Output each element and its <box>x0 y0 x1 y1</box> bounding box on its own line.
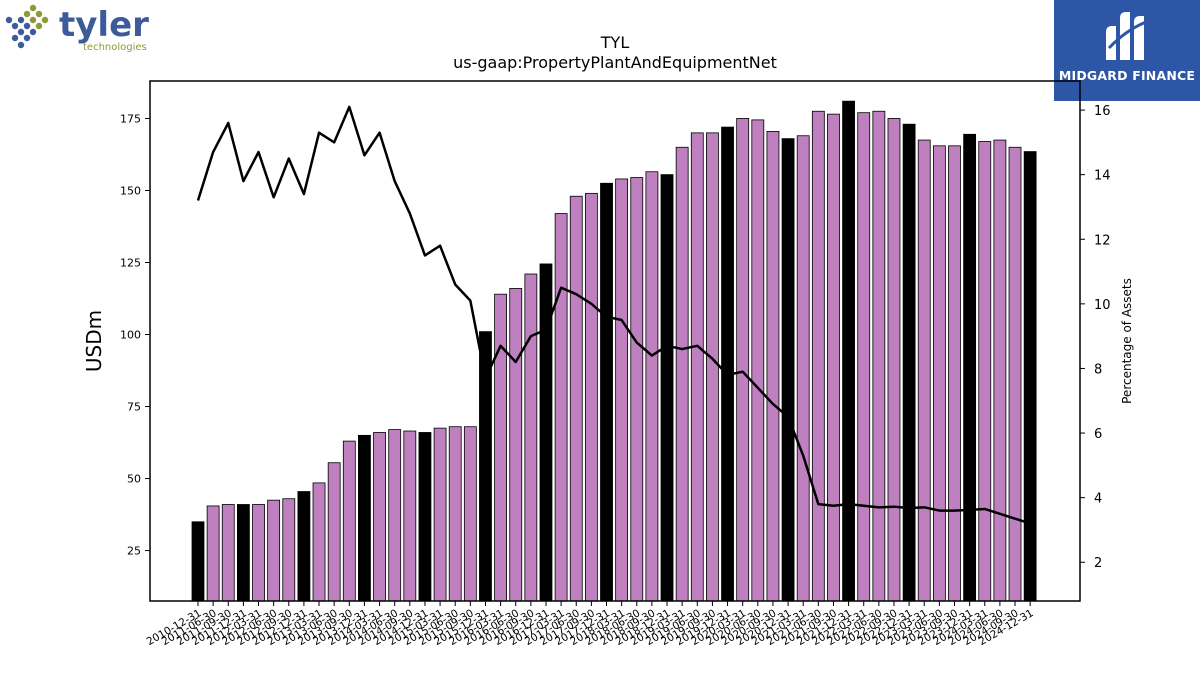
y2-tick-label: 6 <box>1094 427 1102 442</box>
y-axis-label: USDm <box>82 310 106 372</box>
bar-2013-06-30 <box>327 462 341 602</box>
bar-2011-12-31 <box>236 504 250 602</box>
bar-2020-12-31 <box>781 138 795 602</box>
bar-2020-03-31 <box>736 118 750 602</box>
chart-title: TYL <box>600 33 630 52</box>
bar-2018-03-31 <box>615 178 629 602</box>
bar-2020-06-30 <box>751 119 765 602</box>
bar-2022-12-31 <box>902 123 916 602</box>
tyler-brand-text: tyler <box>59 5 149 45</box>
bar-2015-09-30 <box>463 426 477 602</box>
y2-tick-label: 14 <box>1094 169 1111 184</box>
tyler-dots-icon <box>5 4 49 49</box>
bar-2017-09-30 <box>584 192 598 602</box>
bar-2015-03-31 <box>433 427 447 602</box>
left-axis-ticks: 25 50 75 100 125 150 175 <box>120 112 150 558</box>
bar-2017-12-31 <box>600 182 613 602</box>
bar-2018-06-30 <box>630 177 644 602</box>
bar-2014-06-30 <box>388 429 402 602</box>
bar-2013-12-31 <box>358 434 371 602</box>
bar-2010-12-31 <box>191 521 205 602</box>
bar-2015-06-30 <box>448 426 462 602</box>
bar-2023-09-30 <box>948 145 961 602</box>
bar-2024-03-31 <box>978 141 992 602</box>
percentage-line <box>196 105 1031 525</box>
bar-2023-12-31 <box>963 133 977 602</box>
bar-2016-03-31 <box>494 293 508 602</box>
bar-2016-06-30 <box>509 288 523 602</box>
bar-2024-09-30 <box>1008 146 1022 602</box>
right-axis-ticks: 2 4 6 8 10 12 14 16 <box>1080 104 1111 571</box>
y2-tick-label: 16 <box>1094 104 1111 119</box>
y2-axis-label: Percentage of Assets <box>1120 278 1134 404</box>
chart-subtitle: us-gaap:PropertyPlantAndEquipmentNet <box>453 53 777 72</box>
bar-2019-12-31 <box>721 126 734 602</box>
y2-tick-label: 2 <box>1094 556 1102 571</box>
y2-tick-label: 10 <box>1094 298 1111 313</box>
bar-2019-06-30 <box>690 132 704 602</box>
bar-2013-09-30 <box>342 440 356 602</box>
y2-tick-label: 8 <box>1094 362 1102 377</box>
bar-2019-03-31 <box>675 146 689 602</box>
bar-2023-06-30 <box>932 145 946 602</box>
bar-2017-06-30 <box>569 195 583 602</box>
y-tick-label: 175 <box>120 112 141 125</box>
bars-group <box>191 100 1037 602</box>
y2-tick-label: 12 <box>1094 233 1111 248</box>
midgard-brand-text: MIDGARD FINANCE <box>1058 68 1196 83</box>
bar-2011-09-30 <box>221 504 235 602</box>
bar-2018-09-30 <box>645 171 659 602</box>
bar-2012-06-30 <box>267 499 281 602</box>
bar-2022-06-30 <box>872 110 886 602</box>
bar-2021-06-30 <box>811 110 825 602</box>
bar-2014-03-31 <box>373 432 386 602</box>
y-tick-label: 75 <box>127 401 141 414</box>
bar-2020-09-30 <box>766 131 780 602</box>
y-tick-label: 150 <box>120 184 141 197</box>
tyler-technologies-logo: tyler technologies <box>0 0 160 60</box>
bar-2022-09-30 <box>887 118 901 602</box>
bar-2019-09-30 <box>706 132 719 602</box>
bar-2011-06-30 <box>206 505 220 602</box>
bar-2021-03-31 <box>796 135 810 602</box>
y-tick-label: 25 <box>127 545 141 558</box>
bar-2012-03-31 <box>252 504 265 602</box>
y-tick-label: 50 <box>127 473 141 486</box>
bar-2016-09-30 <box>524 273 538 602</box>
bar-2021-09-30 <box>827 113 840 602</box>
x-axis-ticks: 2010-12-312011-06-302011-09-302011-12-31… <box>145 601 1036 648</box>
bar-2022-03-31 <box>857 112 871 602</box>
bar-2017-03-31 <box>554 213 568 602</box>
y2-tick-label: 4 <box>1094 492 1102 507</box>
line-group <box>196 105 1031 525</box>
bar-2014-12-31 <box>418 432 432 602</box>
midgard-emblem-icon <box>1106 12 1147 60</box>
bar-2021-12-31 <box>842 100 855 602</box>
bar-2014-09-30 <box>403 430 417 602</box>
bar-2024-12-31 <box>1023 151 1037 602</box>
bar-2012-12-31 <box>297 491 311 602</box>
bar-2018-12-31 <box>660 174 674 602</box>
bar-2012-09-30 <box>282 498 296 602</box>
bar-2013-03-31 <box>312 482 326 602</box>
y-tick-label: 125 <box>120 256 141 269</box>
tyler-tagline-text: technologies <box>83 42 147 53</box>
y-tick-label: 100 <box>120 329 141 342</box>
bar-2023-03-31 <box>917 139 931 602</box>
midgard-finance-logo: MIDGARD FINANCE <box>1054 0 1200 101</box>
tyler-logo-mark: tyler technologies <box>5 4 149 53</box>
bar-2024-06-30 <box>993 139 1007 602</box>
plot-frame <box>149 80 1081 602</box>
